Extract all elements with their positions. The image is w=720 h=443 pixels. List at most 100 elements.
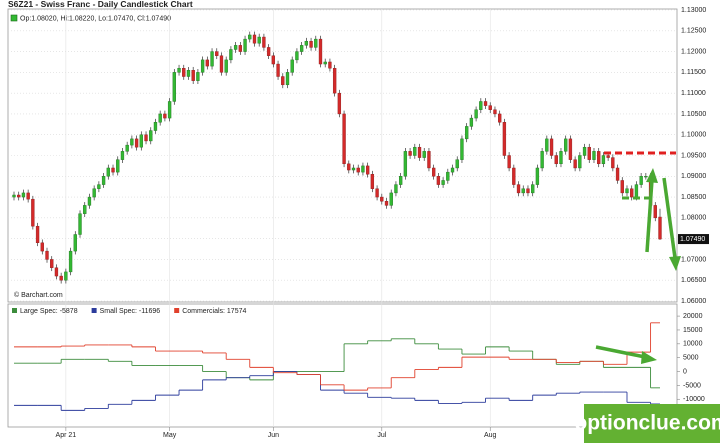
- candle-body: [285, 72, 290, 86]
- candle-body: [276, 63, 280, 77]
- candle-body: [446, 171, 450, 181]
- last-price-label: 1.07490: [680, 236, 705, 243]
- annotations: [595, 151, 681, 364]
- y-tick-label: 1.09500: [681, 152, 706, 159]
- candle-body: [559, 151, 563, 165]
- candle-body: [545, 138, 549, 152]
- candle-body: [328, 61, 332, 69]
- candle-body: [601, 155, 606, 165]
- candle-body: [587, 146, 591, 160]
- candle-body: [233, 45, 238, 50]
- candle-body: [134, 138, 139, 148]
- candle-body: [50, 259, 54, 268]
- candle-body: [17, 194, 21, 198]
- candle-body: [243, 38, 247, 52]
- candle-body: [384, 201, 389, 206]
- candle-body: [332, 67, 337, 94]
- candle-body: [441, 180, 445, 185]
- candle-body: [281, 76, 285, 86]
- y-tick-label: 5000: [683, 355, 699, 362]
- legend-label: Large Spec: -5878: [20, 308, 78, 315]
- candle-body: [644, 176, 648, 178]
- candle-body: [219, 55, 224, 73]
- candle-body: [615, 167, 620, 181]
- candle-body: [474, 109, 478, 119]
- candle-body: [436, 176, 441, 185]
- candle-body: [299, 45, 304, 52]
- y-tick-label: -5000: [683, 382, 701, 389]
- legend-label: Small Spec: -11696: [100, 308, 161, 315]
- candle-body: [101, 176, 106, 185]
- candle-body: [73, 234, 77, 252]
- candle-body: [290, 59, 294, 73]
- candle-body: [347, 163, 351, 171]
- candle-body: [455, 159, 459, 169]
- candle-body: [512, 167, 516, 185]
- candle-body: [403, 151, 408, 177]
- candle-body: [526, 188, 530, 194]
- candle-body: [318, 38, 323, 65]
- candle-body: [432, 167, 436, 177]
- candle-body: [469, 117, 474, 127]
- watermark-box: [584, 404, 720, 443]
- candle-body: [35, 225, 40, 244]
- legend-swatch: [91, 308, 97, 313]
- candle-body: [573, 159, 577, 169]
- candle-body: [116, 159, 120, 173]
- x-tick-label: Aug: [484, 432, 497, 439]
- candle-body: [394, 184, 398, 194]
- candle-body: [597, 151, 601, 165]
- candle-body: [295, 51, 299, 61]
- candle-body: [139, 134, 143, 148]
- candle-body: [59, 275, 63, 281]
- y-tick-label: 1.07000: [681, 256, 706, 263]
- candle-body: [304, 40, 309, 46]
- y-tick-label: 15000: [683, 327, 703, 334]
- candle-body: [427, 151, 431, 169]
- candle-body: [658, 216, 662, 240]
- candle-body: [111, 167, 115, 173]
- candle-body: [450, 167, 455, 173]
- candle-body: [229, 49, 233, 61]
- candle-body: [97, 184, 101, 189]
- candle-body: [215, 51, 219, 56]
- candle-body: [498, 113, 502, 123]
- candle-body: [158, 113, 162, 123]
- candle-body: [582, 146, 587, 156]
- candle-body: [535, 167, 540, 185]
- y-tick-label: 1.12500: [681, 28, 706, 35]
- status-icon: [10, 14, 18, 22]
- candle-body: [554, 155, 558, 165]
- candle-body: [408, 151, 412, 156]
- candle-body: [31, 198, 35, 227]
- candle-body: [531, 184, 535, 194]
- chart-title: S6Z21 - Swiss Franc - Daily Candlestick …: [8, 0, 193, 9]
- candle-body: [564, 138, 568, 152]
- candle-body: [479, 101, 483, 110]
- candle-body: [26, 192, 30, 200]
- x-tick-label: May: [163, 432, 177, 439]
- candle-body: [356, 167, 360, 173]
- candle-body: [380, 196, 384, 202]
- candle-body: [106, 167, 110, 177]
- y-tick-label: 1.06000: [681, 298, 706, 305]
- y-tick-label: 1.06500: [681, 277, 706, 284]
- candle-body: [196, 72, 200, 81]
- candle-body: [417, 146, 422, 158]
- up-arrow-head: [646, 168, 658, 183]
- candle-body: [92, 188, 96, 198]
- candle-body: [483, 101, 488, 106]
- candle-body: [361, 165, 365, 173]
- candle-body: [422, 151, 426, 158]
- candle-body: [375, 188, 379, 198]
- candle-body: [606, 155, 610, 158]
- candle-body: [191, 70, 195, 81]
- candle-body: [153, 122, 158, 131]
- candle-body: [252, 34, 257, 44]
- candle-body: [365, 165, 370, 175]
- candle-body: [342, 113, 346, 165]
- candle-body: [262, 36, 266, 48]
- y-tick-label: 1.10500: [681, 111, 706, 118]
- candle-body: [78, 213, 82, 235]
- watermark: optionclue.com: [574, 412, 720, 435]
